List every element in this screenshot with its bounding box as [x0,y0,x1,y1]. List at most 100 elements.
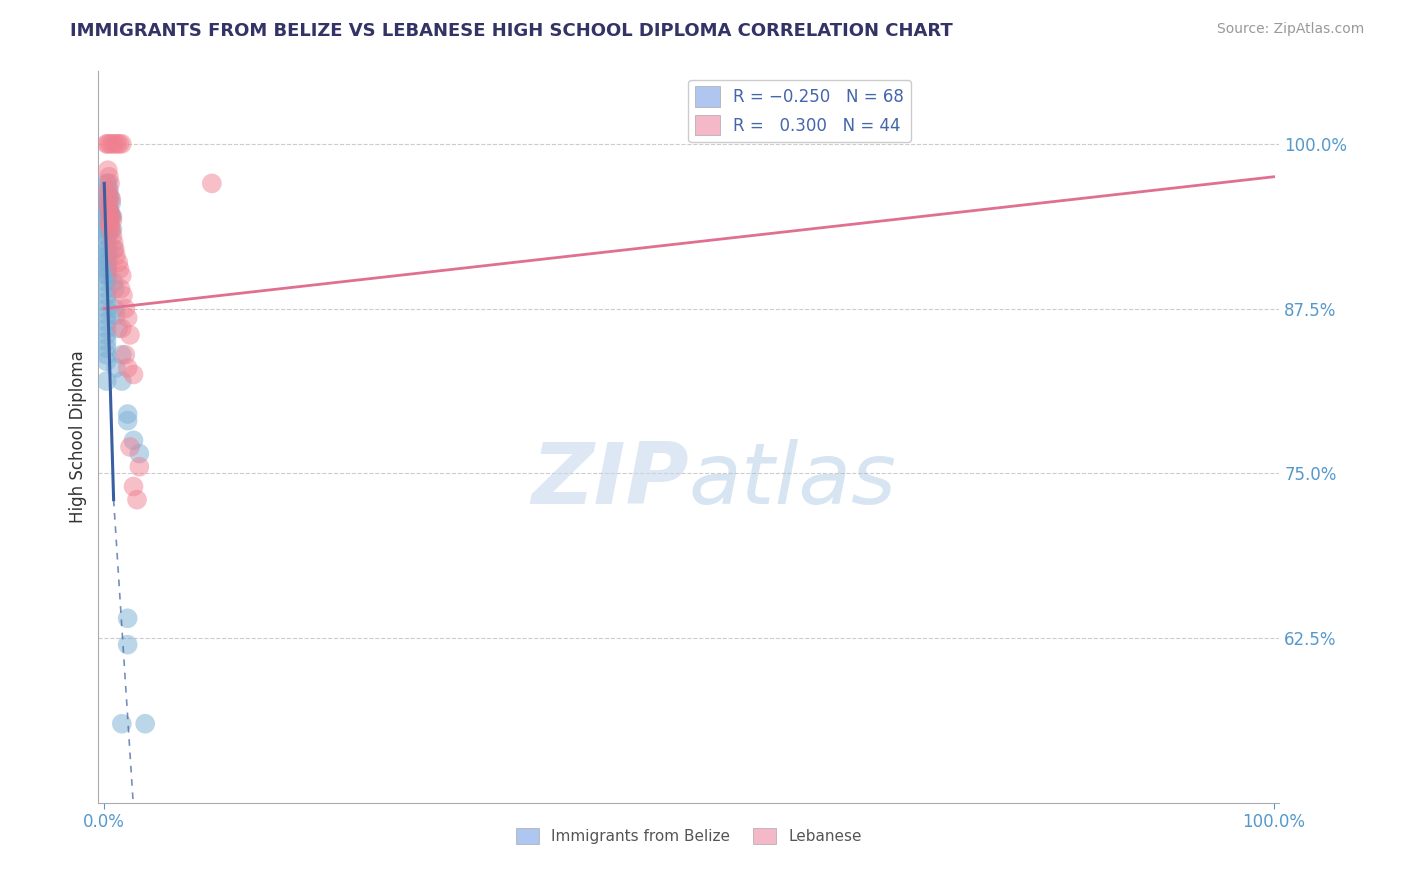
Point [104,308,127,322]
Point [96,177,118,191]
Point [103,235,125,250]
Point [97,222,120,236]
Point [117,360,139,375]
Point [111,348,134,362]
Point [97,136,120,151]
Point [118,440,141,454]
Point [107,255,129,269]
Point [100,210,122,224]
Text: IMMIGRANTS FROM BELIZE VS LEBANESE HIGH SCHOOL DIPLOMA CORRELATION CHART: IMMIGRANTS FROM BELIZE VS LEBANESE HIGH … [70,22,953,40]
Point [117,638,139,652]
Point [98,205,121,219]
Point [96,202,118,217]
Point [96,268,118,283]
Point [97,163,120,178]
Y-axis label: High School Diploma: High School Diploma [69,351,87,524]
Point [96,255,118,269]
Point [104,136,127,151]
Point [117,611,139,625]
Point [98,219,121,233]
Point [114,348,136,362]
Point [103,242,125,256]
Point [96,295,118,310]
Point [97,202,120,217]
Point [96,229,118,244]
Point [100,196,122,211]
Point [96,275,118,289]
Point [96,341,118,355]
Point [97,255,120,269]
Point [97,268,120,283]
Point [96,136,118,151]
Point [97,196,120,211]
Point [101,213,124,227]
Point [96,288,118,302]
Legend: Immigrants from Belize, Lebanese: Immigrants from Belize, Lebanese [510,822,868,850]
Point [111,321,134,335]
Point [96,189,118,203]
Point [96,348,118,362]
Point [122,368,145,382]
Point [105,136,128,151]
Point [100,222,122,236]
Point [96,334,118,349]
Point [104,360,127,375]
Point [96,242,118,256]
Point [111,268,134,283]
Point [97,202,120,217]
Text: ZIP: ZIP [531,440,689,523]
Point [134,716,156,731]
Point [101,222,124,236]
Point [97,249,120,263]
Point [117,407,139,421]
Point [97,229,120,244]
Point [97,202,120,217]
Point [98,210,121,224]
Text: Source: ZipAtlas.com: Source: ZipAtlas.com [1216,22,1364,37]
Point [96,301,118,316]
Point [97,183,120,197]
Point [96,327,118,342]
Point [111,374,134,388]
Point [104,301,127,316]
Point [100,210,122,224]
Point [97,216,120,230]
Point [101,229,124,244]
Point [125,492,148,507]
Point [122,479,145,493]
Point [108,136,131,151]
Point [96,235,118,250]
Point [111,136,134,151]
Point [103,275,125,289]
Point [117,310,139,325]
Point [104,242,127,256]
Point [117,414,139,428]
Point [97,189,120,203]
Point [101,210,124,224]
Point [96,262,118,277]
Point [97,177,120,191]
Point [104,249,127,263]
Point [96,222,118,236]
Point [96,282,118,296]
Point [98,177,121,191]
Point [96,210,118,224]
Point [96,196,118,211]
Point [97,169,120,184]
Point [96,249,118,263]
Point [111,288,134,302]
Point [101,136,124,151]
Text: atlas: atlas [689,440,897,523]
Point [201,177,224,191]
Point [96,216,118,230]
Point [97,183,120,197]
Point [98,189,121,203]
Point [108,262,131,277]
Point [100,192,122,206]
Point [97,189,120,203]
Point [96,354,118,368]
Point [111,716,134,731]
Point [97,242,120,256]
Point [128,459,150,474]
Point [97,216,120,230]
